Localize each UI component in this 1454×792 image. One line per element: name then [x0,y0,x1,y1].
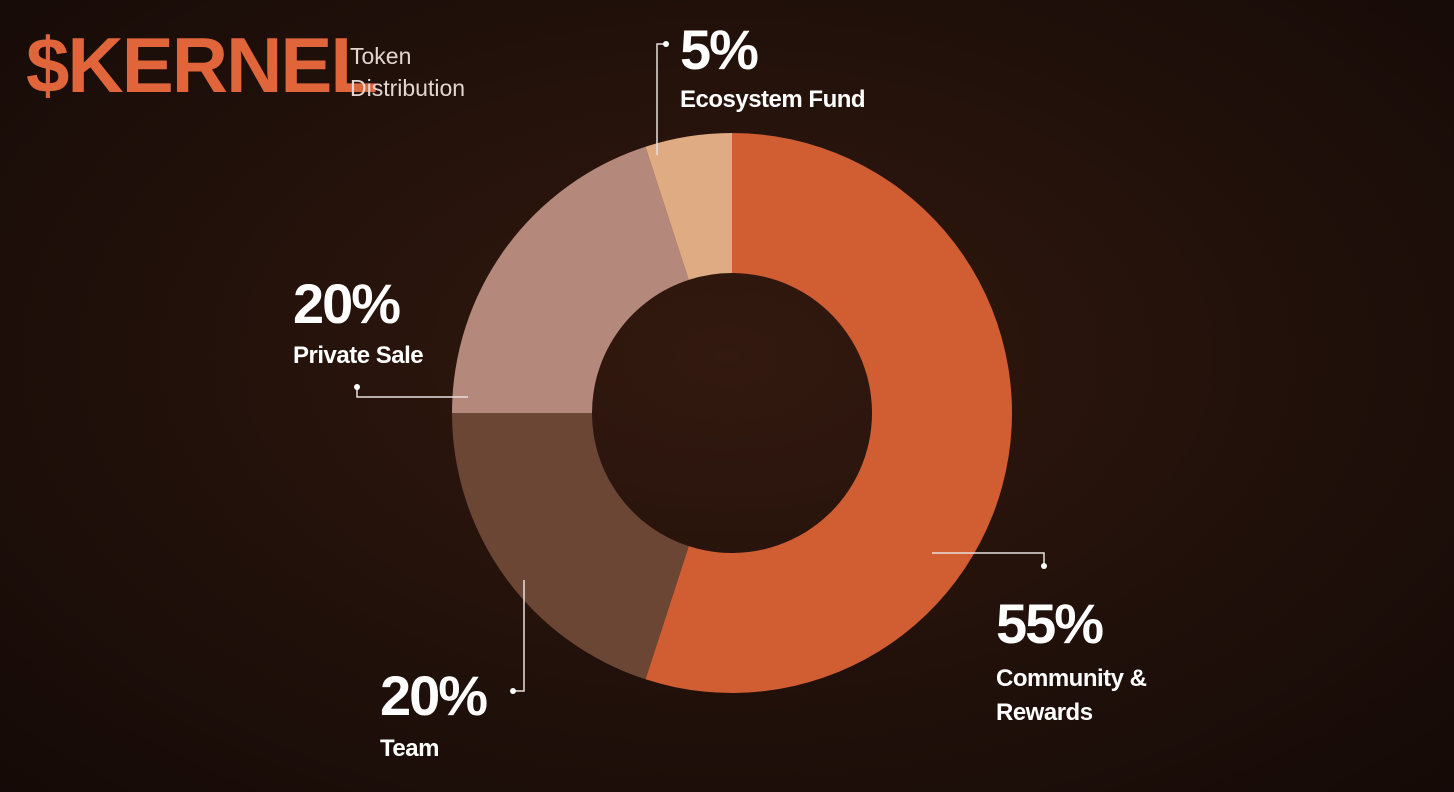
donut-slice [645,133,732,280]
leader-dot [1041,563,1047,569]
leader-line [656,43,666,155]
chart-subtitle: Token Distribution [350,43,466,101]
value-label: 20% [380,664,488,727]
value-label: 55% [996,592,1104,655]
donut-slice [645,133,1012,694]
leader-dot [510,688,516,694]
leader-line [932,552,1045,566]
donut-slice [452,146,689,414]
chart-title: $KERNEL [26,21,378,109]
leader-dot [663,41,669,47]
category-label: Community & Rewards [996,665,1147,726]
category-label: Private Sale [293,342,424,369]
donut-slice [452,413,689,680]
leader-line [356,387,468,398]
leader-line [513,580,525,692]
category-label: Team [380,735,439,762]
category-label: Ecosystem Fund [680,86,866,113]
value-label: 5% [680,18,759,81]
value-label: 20% [293,272,401,335]
leader-dot [354,384,360,390]
leader-dots [354,41,1047,694]
